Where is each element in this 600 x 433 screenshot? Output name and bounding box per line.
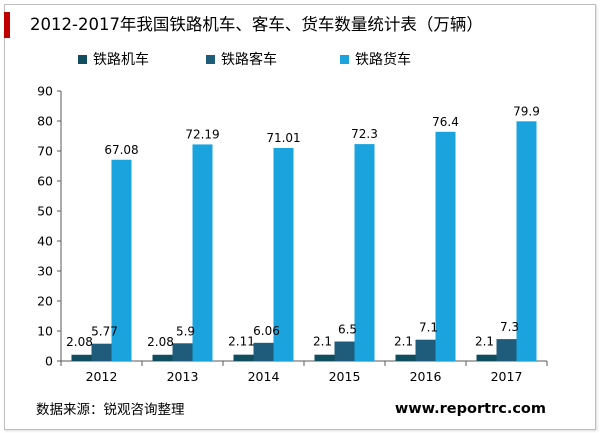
bar-locomotive (233, 354, 254, 361)
legend-swatch-locomotive (78, 55, 87, 64)
bar-freight-car (435, 131, 456, 361)
y-tick-label: 90 (37, 84, 53, 99)
bar-freight-car (516, 121, 537, 361)
y-tick-label: 70 (37, 144, 53, 159)
data-label-passenger-car: 6.06 (253, 324, 280, 338)
bar-locomotive (71, 354, 92, 361)
data-label-locomotive: 2.08 (147, 335, 174, 349)
y-tick-label: 30 (37, 264, 53, 279)
data-label-freight-car: 67.08 (104, 143, 138, 157)
title-accent-bar (4, 12, 10, 38)
data-label-locomotive: 2.1 (313, 335, 332, 349)
legend-label-passenger-car: 铁路客车 (221, 52, 277, 68)
bar-locomotive (314, 354, 335, 361)
data-label-passenger-car: 5.77 (91, 325, 118, 339)
data-label-freight-car: 79.9 (513, 104, 540, 118)
bar-passenger-car (172, 343, 193, 361)
y-tick-label: 40 (37, 234, 53, 249)
y-tick-label: 10 (37, 324, 53, 339)
bar-locomotive (395, 354, 416, 361)
x-tick-label: 2012 (86, 369, 118, 384)
data-label-passenger-car: 6.5 (338, 323, 357, 337)
y-tick-label: 20 (37, 294, 53, 309)
bar-passenger-car (253, 342, 274, 361)
x-tick-label: 2016 (410, 369, 442, 384)
data-label-freight-car: 71.01 (266, 131, 300, 145)
legend-swatch-passenger-car (206, 55, 215, 64)
website-url: www.reportrc.com (394, 401, 546, 417)
data-label-locomotive: 2.08 (66, 335, 93, 349)
bar-freight-car (354, 144, 375, 361)
data-label-locomotive: 2.1 (475, 335, 494, 349)
x-tick-label: 2017 (491, 369, 523, 384)
y-tick-label: 0 (45, 354, 53, 369)
x-tick-label: 2014 (248, 369, 280, 384)
data-label-locomotive: 2.1 (394, 335, 413, 349)
legend-swatch-freight-car (340, 55, 349, 64)
data-label-passenger-car: 7.1 (419, 321, 438, 335)
data-label-freight-car: 76.4 (432, 115, 459, 129)
data-label-freight-car: 72.19 (185, 127, 219, 141)
data-source-note: 数据来源：锐观咨询整理 (36, 402, 185, 418)
bar-freight-car (111, 159, 132, 361)
bar-passenger-car (496, 339, 517, 361)
data-label-passenger-car: 5.9 (176, 324, 195, 338)
data-label-passenger-car: 7.3 (500, 320, 519, 334)
data-label-freight-car: 72.3 (351, 127, 378, 141)
y-tick-label: 50 (37, 204, 53, 219)
data-label-locomotive: 2.11 (228, 335, 255, 349)
bar-freight-car (192, 144, 213, 361)
bar-locomotive (476, 354, 497, 361)
title-bar: 2012-2017年我国铁路机车、客车、货车数量统计表（万辆） (4, 4, 594, 48)
chart-title: 2012-2017年我国铁路机车、客车、货车数量统计表（万辆） (30, 15, 483, 34)
legend-label-locomotive: 铁路机车 (93, 52, 149, 68)
x-tick-label: 2015 (329, 369, 361, 384)
bar-passenger-car (415, 339, 436, 361)
bar-freight-car (273, 147, 294, 361)
bar-locomotive (152, 354, 173, 361)
y-tick-label: 80 (37, 114, 53, 129)
y-tick-label: 60 (37, 174, 53, 189)
x-tick-label: 2013 (167, 369, 199, 384)
legend-label-freight-car: 铁路货车 (355, 52, 411, 68)
bar-passenger-car (334, 341, 355, 361)
bar-passenger-car (91, 343, 112, 361)
